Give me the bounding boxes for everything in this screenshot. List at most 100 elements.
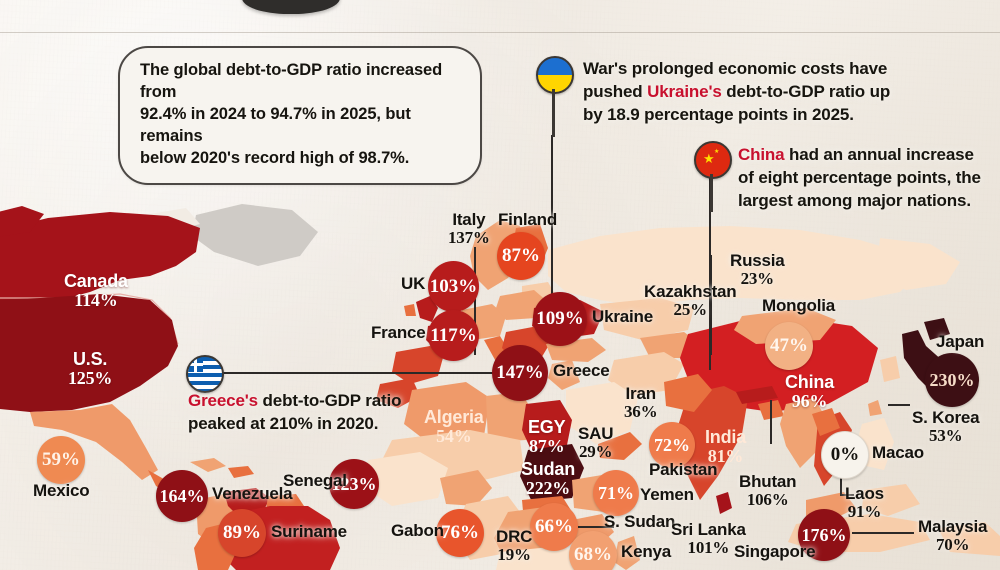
- label-iran-name: Iran: [625, 384, 657, 403]
- global-2024-value: 92.4%: [140, 104, 187, 123]
- global-callout-text-3a: below 2020's record high of: [140, 148, 359, 167]
- bubble-value-senegal: 123%: [331, 473, 377, 494]
- label-us-value: 125%: [68, 367, 113, 388]
- bubble-yemen: 71%: [593, 470, 639, 516]
- label-italy: Italy 137%: [448, 211, 490, 246]
- bubble-value-yemen: 71%: [598, 482, 634, 503]
- greece-callout-line-1: Greece's debt-to-GDP ratio: [188, 390, 438, 413]
- greece-flag-icon: [186, 355, 224, 393]
- landmass-korea: [880, 356, 900, 382]
- label-bhutan-value: 106%: [746, 489, 789, 509]
- bubble-value-mongolia: 47%: [770, 335, 808, 356]
- greece-callout-line-2: peaked at 210% in 2020.: [188, 413, 379, 433]
- label-ssudan: S. Sudan: [604, 513, 675, 531]
- china-pin: ★ ★: [694, 141, 732, 212]
- label-finland-name: Finland: [498, 210, 558, 229]
- label-macao-name: Macao: [872, 443, 924, 462]
- global-callout-text-2d: in 2025, but remains: [140, 104, 411, 145]
- label-singapore-name: Singapore: [734, 542, 816, 561]
- label-mexico-name: Mexico: [33, 481, 90, 500]
- label-france-name: France: [371, 323, 426, 342]
- label-france: France: [371, 324, 426, 342]
- label-russia-value: 23%: [740, 268, 775, 288]
- landmass-morocco: [376, 378, 420, 408]
- landmass-saudi: [566, 382, 638, 444]
- bubble-singapore: 176%: [798, 509, 850, 561]
- landmass-ireland: [404, 304, 416, 316]
- leader-line-ukraine: [551, 135, 553, 310]
- label-drc: DRC 19%: [496, 528, 532, 563]
- label-iran-value: 36%: [624, 401, 658, 421]
- label-srilanka-value: 101%: [687, 537, 730, 557]
- label-sau-name: SAU: [578, 424, 614, 443]
- landmass-laos: [812, 408, 840, 436]
- landmass-alaska: [0, 206, 44, 237]
- china-flag-small-star-icon: ★: [714, 149, 720, 155]
- global-2020-record-value: 98.7%: [358, 148, 405, 167]
- bubble-japan: 230%: [925, 353, 979, 407]
- label-sudan-value: 222%: [525, 477, 571, 498]
- label-drc-value: 19%: [497, 544, 531, 564]
- bubble-value-mexico: 59%: [42, 449, 80, 470]
- label-ukraine: Ukraine: [592, 308, 653, 326]
- label-india-value: 81%: [707, 445, 744, 466]
- greece-callout: Greece's debt-to-GDP ratio peaked at 210…: [188, 390, 438, 436]
- global-callout-text-2b: in 2024 to: [186, 104, 271, 123]
- label-india-name: India: [705, 427, 747, 447]
- label-senegal: Senegal: [283, 472, 347, 490]
- label-japan: Japan: [936, 333, 984, 351]
- bubble-france: 117%: [428, 310, 479, 361]
- label-pakistan: Pakistan: [649, 461, 718, 479]
- landmass-usa: [0, 294, 178, 412]
- greece-country-highlight: Greece's: [188, 391, 258, 410]
- label-egypt-value: 87%: [529, 435, 565, 456]
- label-egypt-name: EGY: [528, 417, 566, 437]
- label-us: U.S. 125%: [68, 350, 112, 387]
- bubble-kenya: 68%: [569, 531, 617, 570]
- china-callout-line-1: China had an annual increase: [738, 144, 990, 167]
- global-debt-callout: The global debt-to-GDP ratio increased f…: [118, 46, 482, 185]
- landmass-india: [678, 386, 748, 500]
- china-country-highlight: China: [738, 145, 785, 164]
- leader-line-italy: [474, 247, 476, 355]
- landmass-yemen: [598, 432, 642, 460]
- label-russia-name: Russia: [730, 251, 785, 270]
- bubble-venezuela: 164%: [156, 470, 208, 522]
- label-russia: Russia 23%: [730, 252, 785, 287]
- bubble-mongolia: 47%: [765, 322, 813, 370]
- label-china-name: China: [785, 372, 835, 392]
- bubble-value-greece: 147%: [496, 362, 544, 383]
- label-srilanka-name: Sri Lanka: [671, 520, 746, 539]
- label-srilanka: Sri Lanka 101%: [671, 521, 746, 556]
- leader-line-malaysia: [852, 532, 914, 534]
- bubble-value-japan: 230%: [929, 369, 975, 390]
- label-canada-value: 114%: [74, 289, 118, 310]
- leader-line-bhutan: [770, 400, 772, 444]
- bubble-value-france: 117%: [430, 324, 477, 346]
- leader-line-laos-v: [840, 470, 842, 496]
- label-suriname-name: Suriname: [271, 522, 347, 541]
- bubble-value-finland: 87%: [502, 245, 540, 266]
- landmass-algeria: [404, 382, 490, 444]
- china-flag-star-icon: ★: [703, 151, 715, 166]
- ukraine-callout: War's prolonged economic costs have push…: [583, 58, 893, 127]
- global-callout-line-3: below 2020's record high of 98.7%.: [140, 148, 460, 170]
- landmass-libya: [486, 392, 534, 442]
- landmass-uk: [416, 296, 438, 322]
- label-canada-name: Canada: [64, 271, 128, 291]
- landmass-japan-hokkaido: [924, 318, 950, 340]
- leader-line-greece-note: [212, 372, 520, 374]
- label-suriname: Suriname: [271, 523, 347, 541]
- label-italy-value: 137%: [448, 227, 490, 247]
- bubble-pakistan: 72%: [649, 422, 695, 468]
- china-pin-stem: [710, 174, 713, 212]
- landmass-russia: [548, 226, 920, 306]
- label-iran: Iran 36%: [624, 384, 658, 421]
- bubble-greece: 147%: [492, 345, 548, 401]
- landmass-southern-africa: [496, 546, 590, 570]
- bubble-value-kenya: 68%: [574, 544, 612, 565]
- label-sudan-name: Sudan: [521, 459, 576, 479]
- bubble-uk: 103%: [428, 261, 479, 312]
- landmass-caribbean: [190, 458, 226, 472]
